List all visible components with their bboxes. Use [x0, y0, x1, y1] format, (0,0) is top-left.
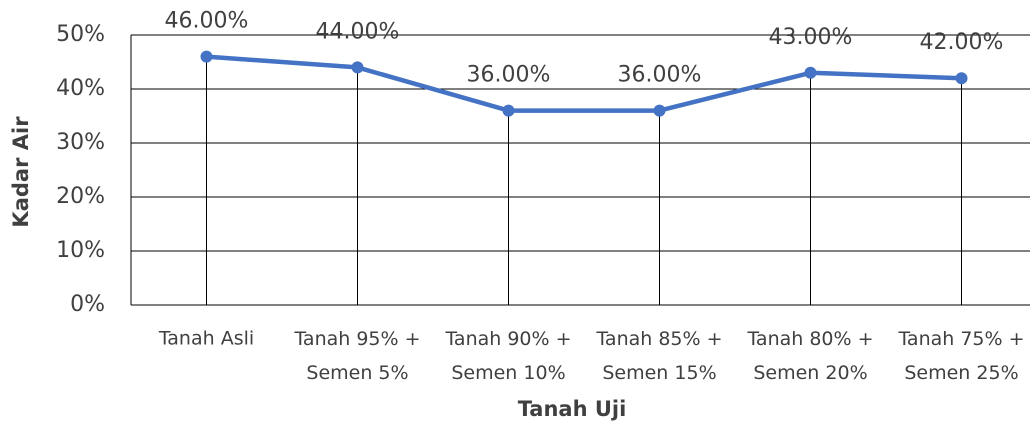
point — [804, 66, 817, 79]
point — [955, 72, 968, 85]
data-label: 42.00% — [920, 30, 1004, 55]
x-tick-label: Tanah 85% + Semen 15% — [595, 328, 722, 384]
point — [653, 104, 666, 117]
data-label: 43.00% — [769, 25, 853, 50]
x-tick-label: Tanah 75% + Semen 25% — [897, 328, 1024, 384]
x-tick-label: Tanah 95% + Semen 5% — [293, 328, 420, 384]
point — [351, 61, 364, 74]
y-tick-label: 50% — [56, 22, 105, 47]
y-tick-label: 10% — [56, 238, 105, 263]
point — [200, 50, 213, 63]
data-label: 46.00% — [165, 9, 249, 34]
x-tick-label: Tanah Asli — [158, 328, 254, 350]
x-tick-label: Tanah 80% + Semen 20% — [746, 328, 873, 384]
data-label: 36.00% — [618, 63, 702, 88]
y-tick-label: 20% — [56, 184, 105, 209]
y-tick-label: 0% — [70, 292, 105, 317]
data-label: 44.00% — [316, 19, 400, 44]
point — [502, 104, 515, 117]
x-tick-label: Tanah 90% + Semen 10% — [444, 328, 571, 384]
data-label: 36.00% — [467, 63, 551, 88]
y-axis-title: Kadar Air — [9, 116, 33, 228]
y-tick-label: 40% — [56, 76, 105, 101]
series-line — [206, 54, 962, 113]
y-tick-label: 30% — [56, 130, 105, 155]
x-axis-title: Tanah Uji — [518, 397, 627, 421]
